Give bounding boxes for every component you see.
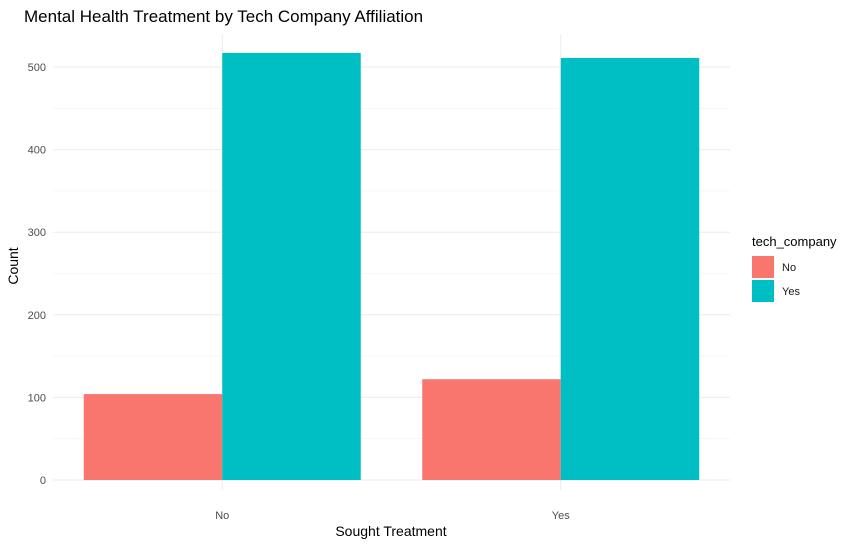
x-axis-ticks: No Yes [215,510,570,522]
x-axis-title: Sought Treatment [335,523,446,539]
y-axis-ticks: 0 100 200 300 400 500 [28,62,46,487]
bar-no-no [83,394,223,480]
bar-no-yes [222,52,361,480]
legend-title: tech_company [752,234,837,249]
y-tick-label: 100 [28,392,46,404]
y-axis-title: Count [5,247,21,284]
y-tick-label: 500 [28,62,46,74]
x-tick-label: No [215,510,229,522]
legend: tech_company No Yes [752,234,837,302]
legend-label-yes: Yes [782,286,800,298]
x-tick-label: Yes [552,510,570,522]
legend-key-yes [752,280,774,302]
bar-yes-yes [560,57,700,480]
y-tick-label: 0 [40,475,46,487]
chart-title: Mental Health Treatment by Tech Company … [24,7,423,26]
y-tick-label: 300 [28,227,46,239]
y-tick-label: 400 [28,145,46,157]
y-tick-label: 200 [28,310,46,322]
bars [83,52,700,480]
bar-yes-no [422,379,561,480]
legend-key-no [752,256,774,278]
legend-label-no: No [782,262,796,274]
